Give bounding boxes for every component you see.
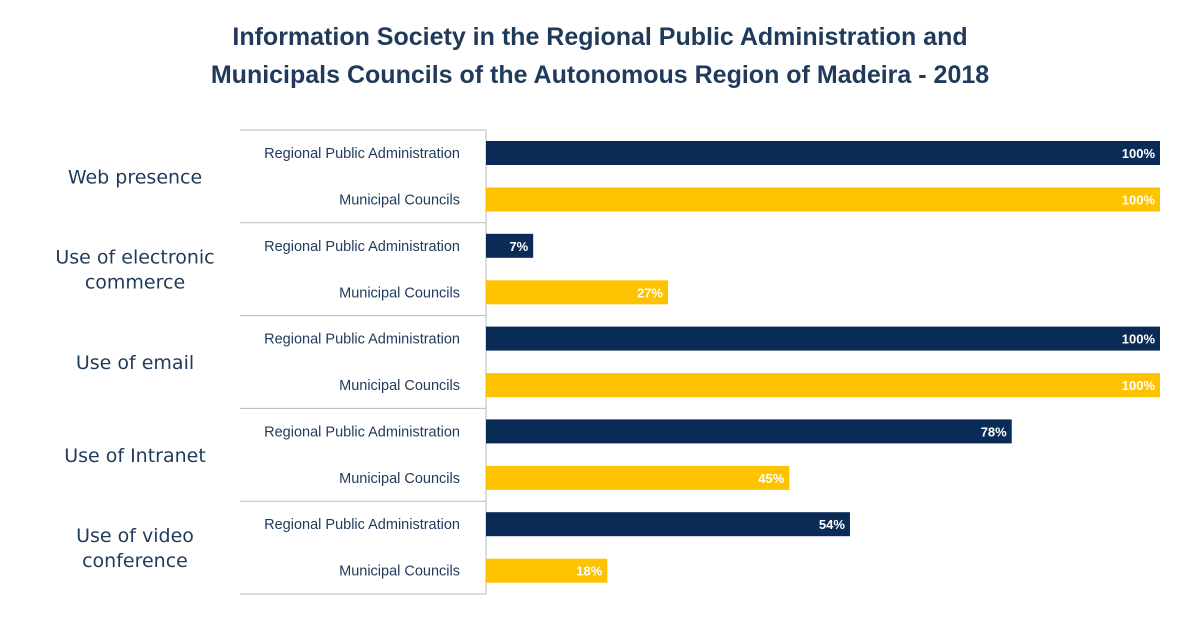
series-label: Municipal Councils — [339, 471, 460, 487]
bar — [486, 141, 1160, 165]
data-label: 100% — [1122, 332, 1156, 347]
series-label: Municipal Councils — [339, 378, 460, 394]
bar — [486, 233, 534, 258]
data-label: 45% — [758, 471, 784, 486]
category-label: Use of video — [76, 525, 194, 547]
category-label: commerce — [85, 272, 185, 294]
data-label: 54% — [819, 517, 845, 532]
data-label: 27% — [637, 285, 663, 300]
series-label: Regional Public Administration — [264, 239, 460, 255]
bar — [486, 465, 790, 490]
category-label: Web presence — [68, 166, 202, 188]
bar — [486, 280, 668, 305]
series-label: Regional Public Administration — [264, 146, 460, 162]
series-label: Municipal Councils — [339, 285, 460, 301]
bar — [486, 373, 1160, 398]
category-label: Use of Intranet — [64, 445, 206, 467]
data-label: 100% — [1122, 193, 1156, 208]
data-label: 18% — [576, 564, 602, 579]
series-label: Municipal Councils — [339, 564, 460, 580]
data-label: 78% — [981, 424, 1007, 439]
data-label: 100% — [1122, 146, 1156, 161]
bar — [486, 512, 850, 537]
series-label: Regional Public Administration — [264, 424, 460, 440]
bar — [486, 326, 1160, 351]
chart-title-line-2: Municipals Councils of the Autonomous Re… — [210, 61, 990, 89]
category-label: Use of email — [76, 352, 194, 374]
category-label: Use of electronic — [55, 247, 214, 269]
bar — [486, 419, 1012, 444]
series-label: Regional Public Administration — [264, 332, 460, 348]
category-label: conference — [82, 550, 188, 572]
bar — [486, 187, 1160, 212]
series-label: Municipal Councils — [339, 193, 460, 209]
series-label: Regional Public Administration — [264, 517, 460, 533]
chart-title-line-1: Information Society in the Regional Publ… — [232, 23, 968, 51]
bar — [486, 558, 608, 583]
data-label: 100% — [1122, 378, 1156, 393]
data-label: 7% — [509, 239, 528, 254]
chart-title: Information Society in the Regional Publ… — [0, 18, 1200, 94]
